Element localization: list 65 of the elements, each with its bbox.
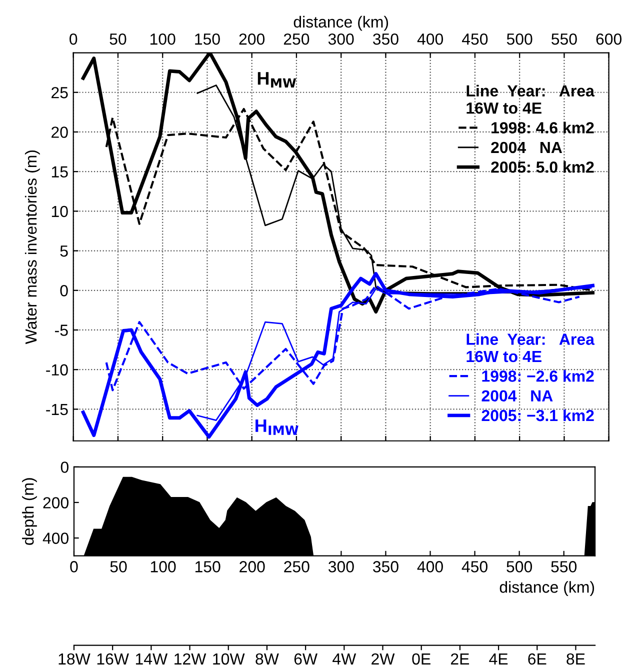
x-tick-label: 150	[195, 33, 220, 45]
x2-tick-label: 18W	[58, 653, 90, 665]
x-tick-label: 500	[506, 33, 532, 45]
x-tick-label: 550	[551, 561, 577, 572]
x-tick-label: 450	[462, 561, 488, 572]
y-tick-label: 25	[52, 87, 68, 98]
y-tick-label: 200	[43, 497, 69, 508]
y-tick-label: 0	[60, 462, 68, 473]
x-tick-label: 350	[373, 561, 398, 572]
x-tick-label: 50	[110, 33, 126, 45]
x-tick-label: 550	[552, 33, 577, 45]
x-tick-label: 400	[417, 33, 444, 45]
x-tick-label: 100	[150, 561, 176, 572]
y-tick-label: 15	[52, 166, 68, 178]
y-tick-label: -5	[55, 324, 68, 336]
y-tick-label: 0	[60, 285, 68, 296]
x-tick-label: 400	[417, 561, 443, 572]
legend-label: 2004 NA	[491, 142, 562, 154]
x-tick-label: 200	[240, 561, 265, 572]
x-tick-label: 500	[506, 561, 532, 572]
legend-title: Line Year: Area 16W to 4E	[466, 84, 595, 114]
x2-tick-label: 12W	[174, 653, 206, 664]
x2-tick-label: 6W	[294, 653, 318, 665]
x2-tick-label: 14W	[136, 654, 168, 664]
x2-tick-label: 16W	[97, 653, 129, 665]
x2-tick-label: 2W	[372, 653, 395, 664]
x-tick-label: 450	[462, 33, 488, 45]
annotation: H$_{IMW}$	[256, 420, 298, 435]
legend-label: 2005: −3.1 km2	[482, 409, 594, 422]
x-tick-label: 250	[284, 33, 310, 45]
y-tick-label: -10	[46, 364, 68, 376]
x-tick-label: 150	[195, 561, 220, 572]
x-tick-label: 0	[70, 33, 78, 45]
x-axis-title: distance (km)	[500, 581, 594, 596]
x-tick-label: 300	[328, 561, 354, 572]
y-tick-label: 5	[60, 246, 68, 257]
y-axis-title: Water mass inventories (m)	[24, 150, 40, 344]
legend-label: 1998: −2.6 km2	[482, 370, 594, 382]
x2-tick-label: 8W	[256, 653, 279, 665]
y-axis-title: depth (m)	[22, 478, 37, 545]
y-tick-label: 400	[42, 532, 69, 544]
x-tick-label: 100	[150, 33, 176, 45]
x-axis-title: distance (km)	[294, 16, 388, 31]
x2-tick-label: 4W	[332, 654, 356, 664]
x-tick-label: 300	[328, 33, 354, 45]
y-tick-label: 20	[52, 126, 68, 138]
legend-label: 1998: 4.6 km2	[492, 122, 594, 134]
x2-tick-label: 2E	[450, 653, 470, 664]
x-tick-label: 50	[110, 561, 127, 572]
x-tick-label: 600	[596, 33, 622, 45]
x-tick-label: 350	[372, 33, 398, 45]
x2-tick-label: 4E	[489, 654, 508, 664]
x2-tick-label: 6E	[528, 653, 546, 665]
y-tick-label: 10	[52, 206, 68, 218]
y-tick-label: -15	[46, 404, 68, 416]
text: Line Year: Area 16W to 4E	[466, 333, 595, 362]
x-tick-label: 0	[70, 561, 78, 572]
x2-tick-label: 0E	[412, 653, 430, 665]
x2-tick-label: 8E	[566, 653, 585, 665]
legend-label: 2004 NA	[482, 390, 553, 402]
x-tick-label: 200	[239, 33, 265, 45]
x2-tick-label: 10W	[213, 653, 245, 665]
x-tick-label: 250	[284, 561, 310, 572]
legend-label: 2005: 5.0 km2	[491, 161, 594, 173]
annotation: H$_{MW}$	[258, 72, 296, 88]
